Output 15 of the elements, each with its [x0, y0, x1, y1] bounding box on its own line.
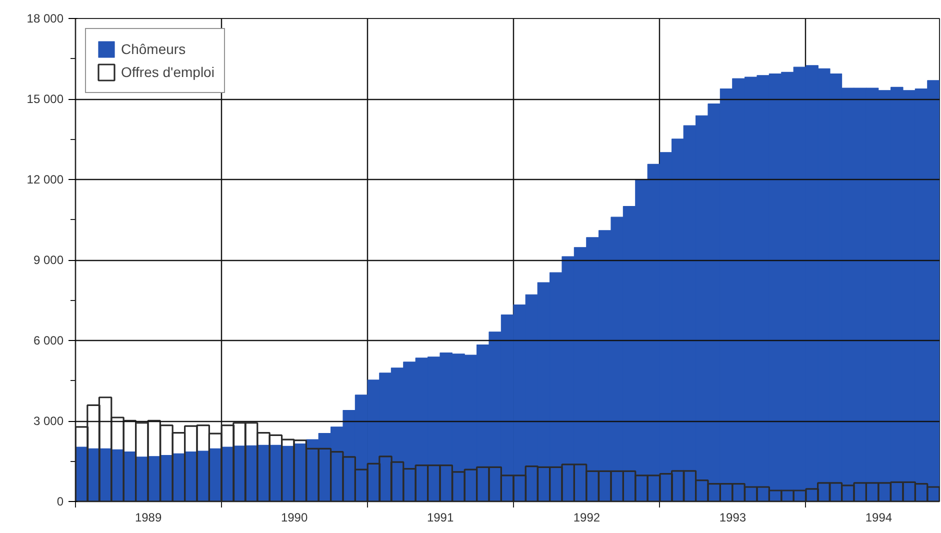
x-tick-label: 1992	[573, 510, 600, 524]
legend-label: Offres d'emploi	[121, 64, 214, 80]
y-tick-label: 9 000	[33, 253, 64, 267]
y-tick-label: 0	[56, 494, 64, 508]
x-tick-label: 1989	[134, 510, 162, 524]
x-tick-label: 1990	[280, 510, 308, 524]
y-tick-label: 18 000	[26, 12, 64, 26]
y-tick-label: 12 000	[26, 172, 64, 186]
x-tick-label: 1991	[426, 510, 454, 524]
y-tick-label: 3 000	[33, 414, 64, 428]
x-tick-label: 1994	[865, 510, 892, 524]
y-tick-label: 6 000	[33, 334, 64, 348]
legend-label: Chômeurs	[121, 41, 186, 57]
x-tick-label: 1993	[719, 510, 746, 524]
y-tick-label: 15 000	[26, 92, 64, 106]
